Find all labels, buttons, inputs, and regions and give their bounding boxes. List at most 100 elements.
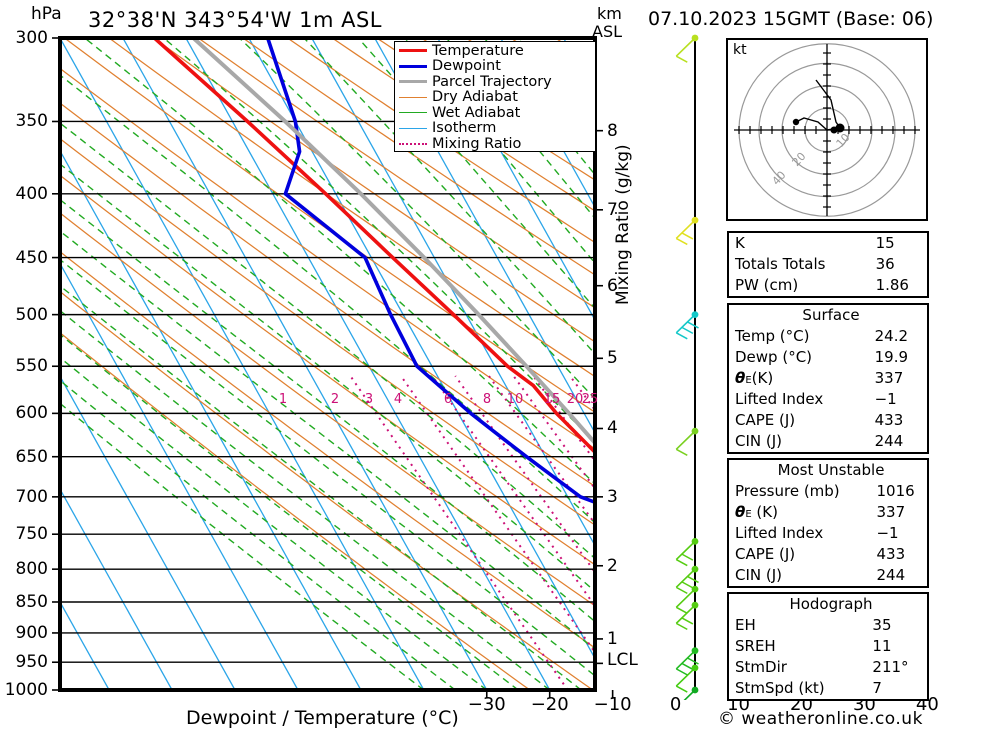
stats-label: StmSpd (kt) (735, 679, 825, 697)
stats-label: K (735, 234, 745, 252)
stats-value: 337 (874, 369, 904, 387)
legend-swatch-parcel-trajectory (399, 80, 427, 84)
legend-swatch-dry-adiabat (399, 96, 427, 98)
stats-value: 1016 (876, 482, 915, 500)
wind-barb (675, 664, 699, 693)
temperature-tick-0: 0 (669, 694, 682, 715)
legend-label: Temperature (432, 42, 524, 59)
stats-row: θE(K) 337 (729, 368, 927, 389)
stats-section-title: Hodograph (789, 595, 873, 613)
dewpoint-curve (265, 38, 595, 505)
wind-barb (675, 537, 699, 567)
stats-row: SREH 11 (729, 636, 927, 657)
stats-value: 7 (872, 679, 882, 697)
legend-swatch-mixing-ratio (399, 142, 427, 145)
stats-value: 1.86 (875, 276, 909, 294)
datetime-label: 07.10.2023 15GMT (Base: 06) (648, 8, 934, 30)
legend-swatch-dewpoint (399, 64, 427, 68)
mixing-ratio-label: 25 (582, 392, 599, 407)
wind-barb (675, 647, 699, 676)
stats-label: CAPE (J) (735, 545, 796, 563)
stats-value: 19.9 (874, 348, 909, 366)
stats-label: Lifted Index (735, 524, 824, 542)
stats-section-title: Surface (802, 306, 860, 324)
stats-block-hodograph: Hodograph EH 35 SREH 11 StmDir 211° StmSpd (kt)… (727, 592, 929, 701)
stats-row: K 15 (729, 233, 927, 254)
stats-value: 211° (872, 658, 909, 676)
wind-barb (675, 34, 699, 63)
stats-row: StmSpd (kt) 7 (729, 678, 927, 699)
legend-label: Dewpoint (432, 58, 501, 74)
parcel-trajectory-curve (192, 38, 595, 446)
mixing-ratio-label: 4 (394, 392, 402, 407)
stats-value: 433 (876, 545, 906, 563)
stats-row: Lifted Index −1 (729, 523, 927, 544)
stats-value: 244 (874, 432, 904, 450)
mixing-ratio-label: 15 (544, 392, 561, 407)
stats-section-title: Most Unstable (777, 461, 885, 479)
legend-swatch-wet-adiabat (399, 112, 427, 114)
stats-row: CAPE (J) 433 (729, 544, 927, 565)
legend-item-isotherm: Isotherm (395, 121, 595, 137)
mixing-ratio-label: 2 (331, 392, 339, 407)
stats-row: CIN (J) 244 (729, 565, 927, 586)
stats-row: θE (K) 337 (729, 502, 927, 523)
stats-label: SREH (735, 637, 776, 655)
wind-barb (683, 686, 699, 700)
legend-item-mixing-ratio: Mixing Ratio (395, 136, 595, 152)
legend-item-dewpoint: Dewpoint (395, 59, 595, 75)
hodograph-ring-label: 10 (834, 131, 853, 150)
page-title: 32°38'N 343°54'W 1m ASL (88, 8, 383, 32)
wind-barb (675, 216, 699, 246)
height-tick-5: 5 (607, 348, 618, 369)
height-tick-1: 1 (607, 628, 618, 649)
legend-swatch-temperature (399, 49, 427, 53)
height-tick-3: 3 (607, 486, 618, 507)
legend-item-temperature: Temperature (395, 43, 595, 59)
stats-label: Pressure (mb) (735, 482, 840, 500)
stats-value: 337 (876, 503, 906, 521)
hodograph-ring-label: 20 (790, 150, 809, 169)
height-tick-6: 6 (607, 275, 618, 296)
lcl-label: LCL (607, 650, 638, 670)
stats-row: StmDir 211° (729, 657, 927, 678)
stats-value: 36 (875, 255, 895, 273)
mixing-ratio-label: 8 (483, 392, 491, 407)
stats-value: 24.2 (874, 327, 909, 345)
legend-label: Isotherm (432, 120, 497, 136)
height-unit-label-km: km (597, 4, 622, 23)
stats-label: PW (cm) (735, 276, 799, 294)
mixing-ratio-label: 1 (279, 392, 287, 407)
stats-row: Pressure (mb) 1016 (729, 481, 927, 502)
stats-row: EH 35 (729, 615, 927, 636)
mixing-ratio-label: 6 (444, 392, 452, 407)
legend: Temperature Dewpoint Parcel Trajectory Dry … (394, 41, 596, 152)
stats-value: 433 (874, 411, 904, 429)
stats-label: StmDir (735, 658, 787, 676)
pressure-unit-label: hPa (31, 4, 62, 24)
stats-row: CAPE (J) 433 (729, 410, 927, 431)
stats-row: Dewp (°C) 19.9 (729, 347, 927, 368)
height-tick-7: 7 (607, 199, 618, 220)
stats-label: Temp (°C) (735, 327, 810, 345)
stats-row: Totals Totals 36 (729, 254, 927, 275)
wind-barb (675, 427, 699, 456)
copyright-footer: © weatheronline.co.uk (718, 709, 923, 729)
stats-row: CIN (J) 244 (729, 431, 927, 452)
stats-label: EH (735, 616, 756, 634)
height-tick-2: 2 (607, 555, 618, 576)
stats-label: θE(K) (735, 369, 774, 387)
temperature-tick--30: −30 (467, 694, 506, 715)
stats-label: θE (K) (735, 503, 778, 521)
stats-block-surface: Surface Temp (°C) 24.2 Dewp (°C) 19.9 θE(K) 33… (727, 303, 929, 454)
wind-barb (675, 601, 699, 631)
temperature-tick--20: −20 (530, 694, 569, 715)
legend-label: Mixing Ratio (432, 135, 522, 152)
height-unit-label-asl: ASL (592, 22, 623, 41)
legend-item-parcel-trajectory: Parcel Trajectory (395, 74, 595, 90)
legend-label: Dry Adiabat (432, 89, 518, 105)
wind-barb (675, 565, 699, 595)
wind-barb (675, 585, 699, 614)
stats-value: 35 (872, 616, 892, 634)
